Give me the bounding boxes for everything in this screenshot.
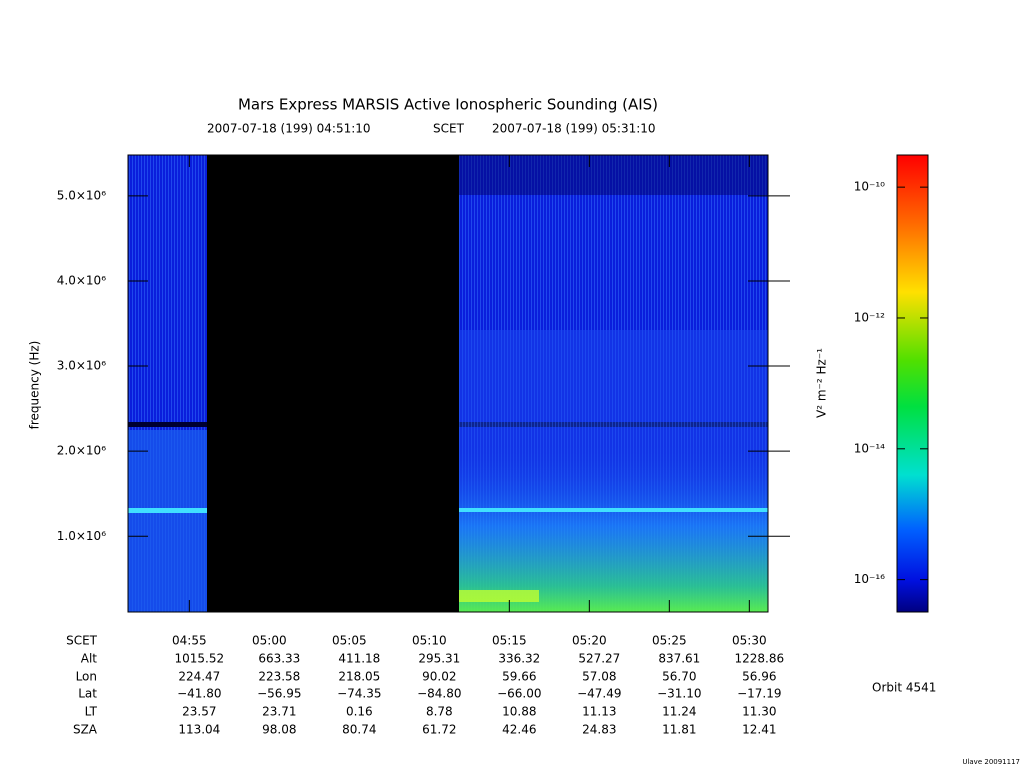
ephemeris-value: 59.66	[502, 670, 536, 684]
colorbar-tick-label: 10⁻¹⁰	[854, 180, 885, 194]
ephemeris-value: 11.30	[742, 705, 776, 719]
ephemeris-value: 56.70	[662, 670, 696, 684]
ephemeris-value: −31.10	[657, 687, 701, 701]
colorbar-tick-label: 10⁻¹⁶	[854, 572, 885, 586]
x-tick-label: 05:00	[252, 634, 287, 648]
ephemeris-value: 223.58	[258, 670, 300, 684]
ephemeris-value: 837.61	[658, 652, 700, 666]
ephemeris-value: 57.08	[582, 670, 616, 684]
footer: Ulave 20091117	[962, 758, 1020, 766]
ephemeris-value: 336.32	[498, 652, 540, 666]
ephemeris-value: −56.95	[257, 687, 301, 701]
x-tick-label: 05:05	[332, 634, 367, 648]
x-tick-label: 05:25	[652, 634, 687, 648]
ephemeris-value: 23.71	[262, 705, 296, 719]
ephemeris-value: 113.04	[178, 723, 220, 737]
ephemeris-value: −74.35	[337, 687, 381, 701]
ephemeris-value: 527.27	[578, 652, 620, 666]
ephemeris-row-label: SZA	[73, 723, 98, 737]
ephemeris-value: 24.83	[582, 723, 616, 737]
x-tick-label: 05:20	[572, 634, 607, 648]
ephemeris-time-label: SCET	[66, 634, 98, 648]
ephemeris-value: 11.13	[582, 705, 616, 719]
ephemeris-value: 218.05	[338, 670, 380, 684]
ephemeris-value: 224.47	[178, 670, 220, 684]
orbit: Orbit 4541	[872, 681, 936, 695]
y-tick-label: 4.0×10⁶	[57, 273, 106, 287]
ephemeris-value: 12.41	[742, 723, 776, 737]
ephemeris-value: 11.81	[662, 723, 696, 737]
ephemeris-value: 90.02	[422, 670, 456, 684]
y-tick-label: 3.0×10⁶	[57, 359, 106, 373]
time-system: SCET	[433, 122, 465, 136]
x-tick-label: 05:15	[492, 634, 527, 648]
ephemeris-value: 295.31	[418, 652, 460, 666]
end-time: 2007-07-18 (199) 05:31:10	[492, 122, 656, 136]
colorbar-label: V² m⁻² Hz⁻¹	[815, 348, 829, 418]
ephemeris-value: 56.96	[742, 670, 776, 684]
ephemeris-value: −84.80	[417, 687, 461, 701]
ephemeris-value: 80.74	[342, 723, 376, 737]
ephemeris-value: 1228.86	[735, 652, 785, 666]
colorbar-tick-label: 10⁻¹²	[854, 310, 885, 324]
ephemeris-value: 8.78	[426, 705, 453, 719]
ephemeris-value: −47.49	[577, 687, 621, 701]
x-tick-label: 05:30	[732, 634, 767, 648]
colorbar	[896, 154, 929, 613]
ephemeris-row-label: Alt	[81, 652, 98, 666]
chart-title: Mars Express MARSIS Active Ionospheric S…	[238, 96, 658, 114]
ephemeris-value: 11.24	[662, 705, 696, 719]
ephemeris-value: 10.88	[502, 705, 536, 719]
y-axis-label: frequency (Hz)	[28, 341, 42, 430]
ephemeris-value: 23.57	[182, 705, 216, 719]
plot-frame	[127, 154, 769, 613]
ephemeris-value: 61.72	[422, 723, 456, 737]
ephemeris-value: 1015.52	[175, 652, 225, 666]
y-tick-label: 5.0×10⁶	[57, 188, 106, 202]
ephemeris-row-label: Lon	[76, 670, 97, 684]
x-tick-label: 04:55	[172, 634, 207, 648]
ephemeris-value: 663.33	[258, 652, 300, 666]
y-tick-label: 2.0×10⁶	[57, 444, 106, 458]
ephemeris-value: 42.46	[502, 723, 536, 737]
ephemeris-row-label: Lat	[78, 687, 97, 701]
ephemeris-value: 98.08	[262, 723, 296, 737]
colorbar-tick-label: 10⁻¹⁴	[854, 441, 885, 455]
ephemeris-value: −66.00	[497, 687, 541, 701]
x-tick-label: 05:10	[412, 634, 447, 648]
ephemeris-value: −17.19	[737, 687, 781, 701]
ephemeris-value: 0.16	[346, 705, 373, 719]
start-time: 2007-07-18 (199) 04:51:10	[207, 122, 371, 136]
ephemeris-value: 411.18	[338, 652, 380, 666]
spectrogram	[128, 155, 768, 612]
ephemeris-value: −41.80	[177, 687, 221, 701]
ephemeris-row-label: LT	[85, 705, 98, 719]
y-tick-label: 1.0×10⁶	[57, 529, 106, 543]
